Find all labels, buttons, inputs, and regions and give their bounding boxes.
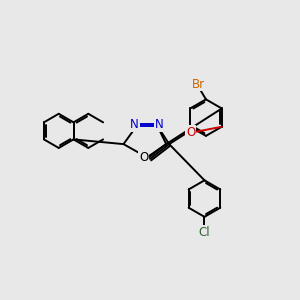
Text: O: O [139, 151, 148, 164]
Text: N: N [155, 118, 164, 131]
Text: O: O [186, 126, 195, 139]
Text: Br: Br [192, 77, 205, 91]
Text: Cl: Cl [199, 226, 210, 239]
Text: N: N [130, 118, 139, 131]
